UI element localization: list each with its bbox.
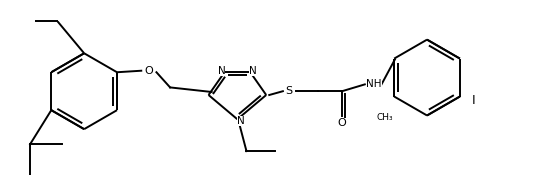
Text: I: I bbox=[472, 94, 475, 107]
Text: NH: NH bbox=[366, 79, 382, 89]
Text: N: N bbox=[237, 116, 244, 126]
Text: CH₃: CH₃ bbox=[377, 113, 394, 122]
Text: O: O bbox=[145, 66, 153, 76]
Text: O: O bbox=[338, 118, 347, 128]
Text: N: N bbox=[218, 66, 225, 76]
Text: S: S bbox=[286, 86, 293, 96]
Text: N: N bbox=[249, 66, 257, 76]
